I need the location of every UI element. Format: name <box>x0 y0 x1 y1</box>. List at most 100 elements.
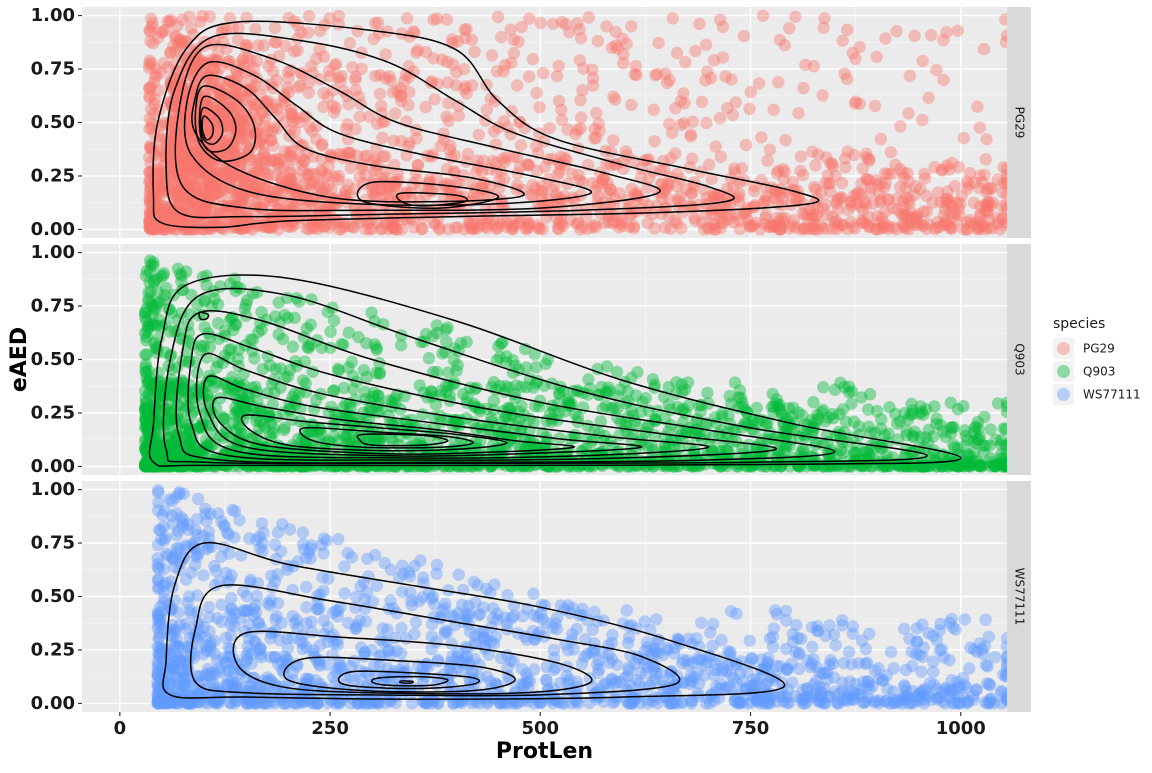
y-tick-label: 0.25 <box>31 402 75 423</box>
data-point <box>926 196 938 208</box>
data-point <box>552 222 564 234</box>
y-tick-label: 0.75 <box>31 59 75 80</box>
data-point <box>558 190 570 202</box>
data-point <box>753 77 765 89</box>
data-point <box>305 293 317 305</box>
data-point <box>536 180 548 192</box>
data-point <box>700 117 712 129</box>
data-point <box>612 42 624 54</box>
data-point <box>664 223 676 235</box>
data-point <box>183 11 195 23</box>
data-point <box>953 161 965 173</box>
data-point <box>577 62 589 74</box>
y-tick-label: 0.50 <box>31 112 75 133</box>
data-point <box>870 51 882 63</box>
data-point <box>248 352 260 364</box>
data-point <box>210 107 222 119</box>
data-point <box>991 211 1003 223</box>
data-point <box>553 95 565 107</box>
data-point <box>958 223 970 235</box>
data-point <box>158 267 170 279</box>
data-point <box>359 169 371 181</box>
data-point <box>403 60 415 72</box>
data-point <box>894 181 906 193</box>
data-point <box>147 37 159 49</box>
data-point <box>574 122 586 134</box>
data-point <box>273 328 285 340</box>
data-point <box>916 114 928 126</box>
data-point <box>243 192 255 204</box>
data-point <box>495 416 507 428</box>
data-point <box>553 166 565 178</box>
data-point <box>333 10 345 22</box>
data-point <box>374 88 386 100</box>
data-point <box>701 65 713 77</box>
data-point <box>961 183 973 195</box>
data-point <box>667 12 679 24</box>
data-point <box>145 21 157 33</box>
data-point <box>251 286 263 298</box>
data-point <box>920 403 932 415</box>
data-point <box>150 195 162 207</box>
data-point <box>904 70 916 82</box>
data-point <box>651 68 663 80</box>
data-point <box>515 400 527 412</box>
data-point <box>410 167 422 179</box>
data-point <box>508 219 520 231</box>
data-point <box>330 58 342 70</box>
data-point <box>835 444 847 456</box>
data-point <box>664 152 676 164</box>
data-point <box>533 101 545 113</box>
data-point <box>446 33 458 45</box>
data-point <box>714 14 726 26</box>
data-point <box>855 177 867 189</box>
data-point <box>488 394 500 406</box>
data-point <box>197 458 209 470</box>
data-point <box>647 373 659 385</box>
data-point <box>743 103 755 115</box>
data-point <box>941 219 953 231</box>
data-point <box>288 45 300 57</box>
data-point <box>795 150 807 162</box>
data-point <box>971 455 983 467</box>
data-point <box>949 180 961 192</box>
data-point <box>879 32 891 44</box>
data-point <box>344 37 356 49</box>
data-point <box>708 54 720 66</box>
data-point <box>943 197 955 209</box>
data-point <box>209 438 221 450</box>
data-point <box>308 403 320 415</box>
data-point <box>294 80 306 92</box>
data-point <box>831 198 843 210</box>
data-point <box>643 172 655 184</box>
data-point <box>927 430 939 442</box>
data-point <box>139 349 151 361</box>
data-point <box>140 445 152 457</box>
data-point <box>376 132 388 144</box>
data-point <box>206 54 218 66</box>
data-point <box>252 158 264 170</box>
data-point <box>512 36 524 48</box>
data-point <box>628 220 640 232</box>
data-point <box>669 102 681 114</box>
data-point <box>875 413 887 425</box>
data-point <box>332 363 344 375</box>
data-point <box>535 17 547 29</box>
data-point <box>757 10 769 22</box>
facet-label-q903: Q903 <box>1013 343 1027 375</box>
data-point <box>450 79 462 91</box>
data-point <box>652 37 664 49</box>
data-point <box>503 382 515 394</box>
data-point <box>328 106 340 118</box>
data-point <box>590 107 602 119</box>
data-point <box>152 378 164 390</box>
data-point <box>713 428 725 440</box>
data-point <box>937 74 949 86</box>
data-point <box>869 100 881 112</box>
data-point <box>267 139 279 151</box>
data-point <box>318 221 330 233</box>
data-point <box>986 222 998 234</box>
data-point <box>349 203 361 215</box>
data-point <box>799 59 811 71</box>
